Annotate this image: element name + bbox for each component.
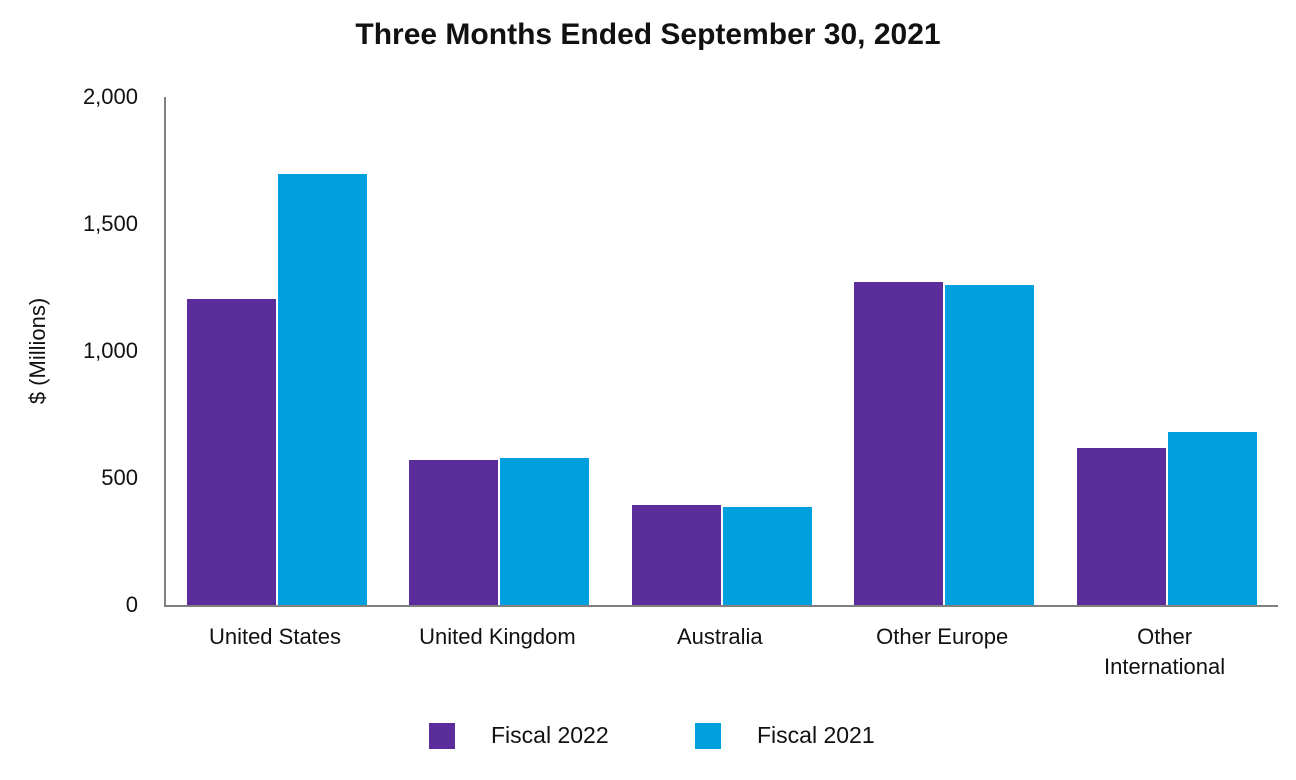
bar-fiscal-2021: [721, 507, 813, 605]
plot-area: [164, 97, 1278, 607]
y-tick-label: 1,500: [82, 211, 138, 236]
legend-label: Fiscal 2022: [491, 722, 609, 748]
x-category-label: Other Europe: [876, 624, 1009, 649]
bar-fiscal-2022: [630, 505, 722, 605]
bar-fiscal-2022: [186, 299, 277, 605]
bar-fiscal-2021: [499, 458, 591, 605]
bar-fiscal-2021: [944, 285, 1036, 605]
x-category-label: Australia: [677, 624, 763, 649]
chart-title: Three Months Ended September 30, 2021: [355, 18, 941, 51]
bar-fiscal-2021: [277, 174, 368, 605]
bar-fiscal-2022: [1075, 448, 1167, 605]
y-axis-title: $ (Millions): [25, 297, 50, 405]
legend-item: Fiscal 2021: [695, 722, 875, 749]
y-tick-label: 0: [125, 592, 138, 617]
bar-fiscal-2022: [408, 460, 500, 605]
bar-fiscal-2022: [853, 282, 945, 605]
legend-label: Fiscal 2021: [757, 722, 875, 748]
y-tick-label: 2,000: [82, 84, 138, 109]
legend-swatch-icon: [695, 722, 721, 749]
x-category-label: Other International: [1104, 624, 1226, 679]
y-tick-label: 500: [101, 465, 138, 490]
bar-fiscal-2021: [1166, 432, 1258, 605]
x-category-label: United States: [208, 624, 342, 649]
x-category-label: United Kingdom: [419, 624, 576, 649]
legend-swatch-icon: [429, 722, 455, 749]
y-tick-label: 1,000: [82, 338, 138, 363]
legend-item: Fiscal 2022: [429, 722, 609, 749]
